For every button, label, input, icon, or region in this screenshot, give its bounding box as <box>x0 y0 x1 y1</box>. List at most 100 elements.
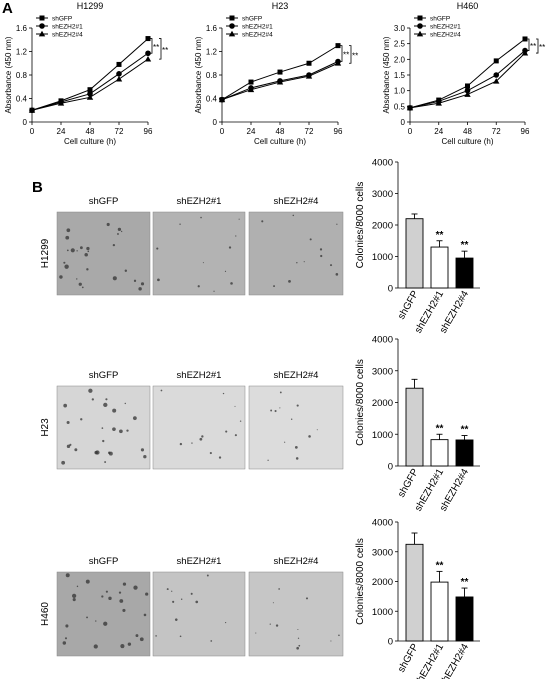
y-tick-label: 2.5 <box>394 40 406 49</box>
significance-bracket <box>527 38 530 51</box>
colony-dot <box>112 276 117 281</box>
data-point <box>435 100 442 106</box>
colony-dot <box>197 285 200 288</box>
colony-dot <box>122 608 126 613</box>
colony-dot <box>316 429 318 431</box>
micrograph-image <box>248 211 344 296</box>
significance-label: ** <box>461 240 469 251</box>
colony-dot <box>63 403 68 408</box>
significance-bracket <box>536 38 539 54</box>
colony-dot <box>238 218 240 220</box>
x-tick-label: 0 <box>30 127 35 136</box>
micrograph-label: shEZH2#4 <box>274 370 319 381</box>
colony-dot <box>336 223 338 225</box>
significance-bracket <box>159 38 162 60</box>
colony-dot <box>64 264 69 269</box>
x-axis-label: Cell culture (h) <box>441 137 493 146</box>
colony-dot <box>78 282 82 286</box>
legend-label: shEZH2#1 <box>430 24 461 31</box>
y-tick-label: 4000 <box>372 518 393 529</box>
data-point <box>522 36 528 42</box>
legend-label: shEZH2#1 <box>242 24 273 31</box>
colony-dot <box>235 235 237 237</box>
x-tick-label: 72 <box>115 127 124 136</box>
colony-dot <box>66 249 69 252</box>
legend-marker <box>229 23 235 29</box>
colony-dot <box>65 573 70 578</box>
colony-dot <box>290 418 293 420</box>
colony-dot <box>95 620 97 622</box>
colony-dot <box>213 290 215 292</box>
x-tick-label: 96 <box>144 127 153 136</box>
line-chart-h1299: H1299 0 0.4 0.8 1.2 1.6 0 24 48 72 96 Cell culture … <box>4 1 168 146</box>
colony-dot <box>108 596 112 601</box>
y-tick-label: 0.4 <box>206 95 218 104</box>
significance-label: ** <box>436 423 444 434</box>
data-point <box>116 71 122 77</box>
data-point <box>116 61 122 67</box>
y-tick-label: 0 <box>23 118 28 127</box>
colony-dot <box>225 621 227 624</box>
colony-dot <box>335 273 339 276</box>
colony-dot <box>209 451 212 455</box>
colony-dot <box>106 222 110 227</box>
colony-dot <box>74 448 78 452</box>
colony-dot <box>200 216 202 219</box>
y-tick-label: 0 <box>388 462 393 473</box>
bar <box>455 439 474 467</box>
y-axis-label: Colonies/8000 cells <box>355 538 366 625</box>
legend-marker <box>38 30 46 37</box>
colony-dot <box>179 635 182 638</box>
colony-dot <box>108 451 113 456</box>
micrograph-label: shEZH2#1 <box>177 556 222 567</box>
colony-dot <box>105 590 108 593</box>
legend-label: shEZH2#4 <box>52 32 83 39</box>
x-tick-label: 0 <box>220 127 225 136</box>
panel-label-a: A <box>2 0 13 17</box>
y-tick-label: 0.4 <box>16 95 28 104</box>
y-tick-label: 3000 <box>372 189 393 200</box>
y-tick-label: 1000 <box>372 607 393 618</box>
colony-dot <box>101 427 104 429</box>
micrograph-label: shGFP <box>89 556 119 567</box>
colony-dot <box>309 238 312 241</box>
data-point <box>115 75 123 82</box>
colony-dot <box>180 598 183 600</box>
data-point <box>493 58 499 64</box>
data-point <box>335 43 341 49</box>
x-tick-label: 48 <box>86 127 95 136</box>
colony-dot <box>66 421 70 425</box>
colony-dot <box>143 613 147 617</box>
colony-dot <box>80 418 83 421</box>
x-axis-label: Cell culture (h) <box>64 137 116 146</box>
data-point <box>144 55 152 62</box>
colony-dot <box>101 595 104 598</box>
significance-label: ** <box>436 560 444 571</box>
colony-dot <box>112 243 116 247</box>
colony-dot <box>199 437 203 441</box>
x-tick-label: 24 <box>57 127 66 136</box>
colony-dot <box>274 409 277 413</box>
colony-dot <box>120 230 123 233</box>
micrograph-image <box>56 385 151 470</box>
data-point <box>57 100 65 106</box>
significance-label: ** <box>539 43 545 52</box>
colony-dot <box>105 398 108 401</box>
colony-dot <box>140 448 145 452</box>
colony-dot <box>234 405 236 407</box>
panel-label-b: B <box>32 179 43 196</box>
colony-dot <box>61 460 66 465</box>
colony-dot <box>81 286 84 289</box>
colony-dot <box>270 409 273 412</box>
colony-dot <box>273 285 275 288</box>
series-line-3 <box>409 52 526 109</box>
colony-dot <box>72 598 76 602</box>
colony-dot <box>330 264 333 267</box>
colony-dot <box>127 642 132 646</box>
bar <box>430 439 449 467</box>
colony-dot <box>140 282 145 286</box>
micrograph-image <box>248 571 344 657</box>
colony-dot <box>190 592 193 595</box>
colony-dot <box>155 635 157 637</box>
colony-dot <box>202 262 204 264</box>
